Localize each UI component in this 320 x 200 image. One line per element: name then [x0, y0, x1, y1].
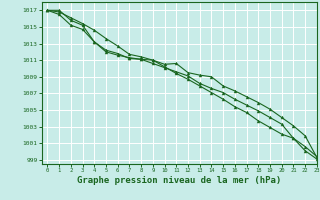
X-axis label: Graphe pression niveau de la mer (hPa): Graphe pression niveau de la mer (hPa) [77, 176, 281, 185]
